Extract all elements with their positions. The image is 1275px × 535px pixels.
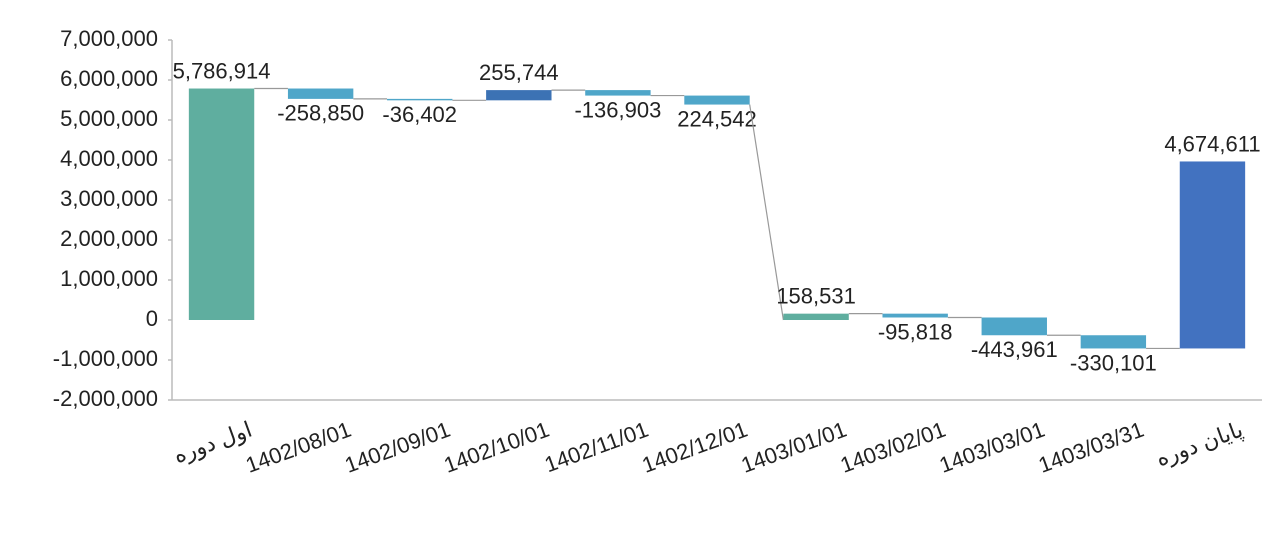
- x-tick-label: 1402/08/01: [242, 417, 354, 478]
- bar: [585, 90, 651, 96]
- data-label: 4,674,611: [1164, 131, 1260, 156]
- bar: [882, 313, 948, 318]
- y-tick-label: 0: [146, 306, 158, 331]
- data-label: 5,786,914: [173, 58, 271, 83]
- y-tick-label: 7,000,000: [60, 26, 158, 51]
- connector: [749, 104, 784, 321]
- x-tick-label: 1402/12/01: [639, 417, 751, 478]
- data-label: 255,744: [479, 60, 559, 85]
- y-tick-label: 4,000,000: [60, 146, 158, 171]
- bar: [783, 313, 849, 320]
- y-tick-label: 2,000,000: [60, 226, 158, 251]
- y-tick-label: 3,000,000: [60, 186, 158, 211]
- x-tick-label: اول دوره: [170, 417, 255, 468]
- data-label: -136,903: [574, 97, 661, 122]
- data-label: -36,402: [382, 102, 457, 127]
- bar: [1179, 161, 1246, 349]
- data-label: 158,531: [776, 283, 856, 308]
- x-tick-label: پایان دوره: [1153, 417, 1247, 472]
- data-label: -258,850: [277, 101, 364, 126]
- bar: [387, 98, 453, 101]
- x-tick-label: 1403/03/01: [936, 417, 1048, 478]
- x-tick-label: 1403/01/01: [738, 417, 850, 478]
- y-tick-label: -2,000,000: [53, 386, 158, 411]
- y-tick-label: 1,000,000: [60, 266, 158, 291]
- x-tick-label: 1402/11/01: [541, 417, 651, 478]
- x-tick-label: 1403/03/31: [1035, 417, 1147, 478]
- bar: [486, 90, 552, 101]
- data-label: -443,961: [971, 337, 1058, 362]
- data-label: -330,101: [1070, 350, 1157, 375]
- bar: [287, 88, 354, 99]
- bar: [981, 317, 1047, 336]
- y-tick-label: -1,000,000: [53, 346, 158, 371]
- data-label: -95,818: [878, 319, 953, 344]
- y-tick-label: 5,000,000: [60, 106, 158, 131]
- data-label: 224,542: [677, 106, 757, 131]
- x-tick-label: 1402/09/01: [341, 417, 453, 478]
- bar: [188, 88, 255, 320]
- y-tick-label: 6,000,000: [60, 66, 158, 91]
- x-tick-label: 1403/02/01: [837, 417, 949, 478]
- x-tick-label: 1402/10/01: [440, 417, 552, 478]
- bar: [1080, 335, 1147, 349]
- bar: [684, 95, 750, 105]
